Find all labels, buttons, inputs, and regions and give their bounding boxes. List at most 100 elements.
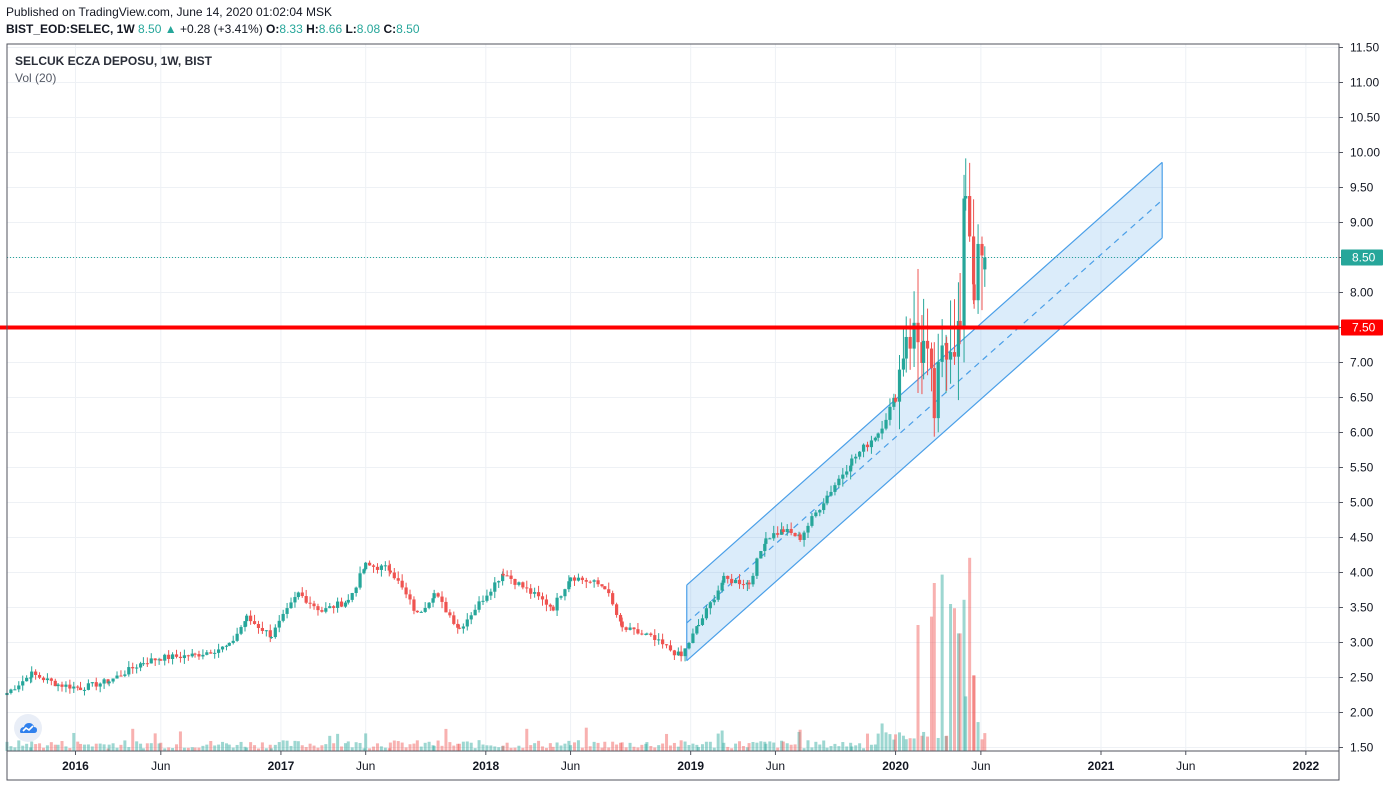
volume-bar [501, 745, 505, 751]
candle [119, 670, 123, 677]
candle [764, 532, 768, 550]
candle-body [540, 596, 545, 600]
candle-body [178, 656, 183, 659]
candle [264, 630, 268, 637]
candle-body [509, 575, 513, 579]
candle [205, 650, 209, 656]
chart-legend-title[interactable]: SELCUK ECZA DEPOSU, 1W, BIST [15, 54, 212, 68]
volume-bar [346, 741, 350, 751]
up-triangle-icon: ▲ [164, 22, 177, 36]
candle-body [457, 627, 462, 629]
candle-body [412, 599, 416, 611]
candle [68, 679, 72, 694]
candle-body [849, 465, 853, 472]
candle [182, 649, 186, 664]
parallel-channel[interactable] [686, 161, 1163, 662]
volume-bar [217, 744, 221, 751]
volume-bar [131, 728, 135, 751]
volume-bar [548, 743, 552, 751]
volume-bar [772, 742, 776, 751]
volume-bar [932, 583, 936, 751]
candle [751, 572, 755, 587]
y-tick-label: 10.50 [1350, 111, 1380, 125]
volume-legend[interactable]: Vol (20) [15, 71, 57, 85]
volume-bar [404, 747, 408, 751]
volume-bar [854, 745, 858, 751]
candle [880, 420, 884, 440]
candle-body [245, 615, 249, 622]
candle-body [948, 352, 953, 360]
volume-bar [720, 730, 724, 751]
candle-body [312, 603, 316, 607]
candle [300, 587, 304, 598]
candle [76, 685, 80, 691]
candle-body [572, 577, 577, 581]
candle-body [628, 627, 632, 630]
candle [563, 588, 567, 601]
candle [383, 561, 387, 571]
candle-body [603, 586, 607, 590]
price-axis[interactable]: 1.50 2.00 2.50 3.00 3.50 4.00 4.50 5.00 5.50 6.00… [1339, 41, 1383, 755]
candle [551, 604, 555, 612]
candle-body [501, 573, 505, 576]
candle-body [968, 196, 972, 237]
candle [600, 584, 604, 588]
volume-bar [619, 742, 623, 751]
candle-body [448, 612, 452, 616]
volume-bar [768, 741, 772, 751]
candle-body [897, 369, 902, 402]
candle-body [908, 336, 912, 349]
volume-bar [798, 729, 802, 751]
volume-bar [94, 743, 98, 751]
candle [936, 333, 940, 433]
candle-body [536, 592, 541, 597]
candle-body [785, 528, 789, 533]
y-tick-label: 3.00 [1350, 636, 1374, 650]
candle-body [533, 592, 537, 594]
volume-bar [268, 744, 272, 751]
candle-body [611, 593, 615, 605]
volume-bar [408, 744, 412, 751]
x-tick-label: 2016 [62, 759, 89, 773]
candle [415, 610, 419, 613]
candle [858, 451, 862, 460]
volume-bar [149, 743, 153, 751]
candle [730, 573, 734, 587]
candle-body [64, 684, 68, 687]
volume-bar [461, 741, 465, 751]
candle-body [296, 592, 300, 598]
volume-bar [90, 746, 94, 751]
candle [544, 594, 549, 612]
candle-body [72, 686, 76, 689]
candle-body [687, 642, 691, 649]
candle-body [364, 562, 368, 570]
volume-bar [493, 746, 497, 751]
candle [854, 453, 858, 464]
volume-bar [726, 746, 730, 751]
candle [186, 654, 190, 661]
candle-body [802, 532, 806, 540]
tradingview-cloud-icon[interactable] [14, 714, 42, 742]
candle-body [56, 684, 60, 687]
candle-body [976, 243, 980, 301]
candle-body [227, 642, 231, 646]
candle [929, 342, 934, 392]
volume-bar [892, 739, 896, 751]
candle [810, 512, 814, 528]
volume-bar [563, 743, 567, 751]
candle [559, 595, 563, 600]
candle-body [400, 580, 404, 588]
candle [628, 622, 632, 631]
candle [316, 603, 320, 616]
candle [962, 174, 966, 363]
time-axis[interactable]: 2016 Jun 2017 Jun 2018 Jun 2019 Jun 2020 Jun 2021 J… [62, 751, 1320, 773]
candle-body [249, 615, 253, 622]
volume-bar [423, 742, 427, 751]
candle [548, 603, 552, 611]
high-label: H: [306, 22, 319, 36]
volume-bar [687, 744, 691, 751]
candle [461, 623, 465, 634]
volume-bar [209, 740, 213, 751]
candle-body [123, 674, 127, 676]
